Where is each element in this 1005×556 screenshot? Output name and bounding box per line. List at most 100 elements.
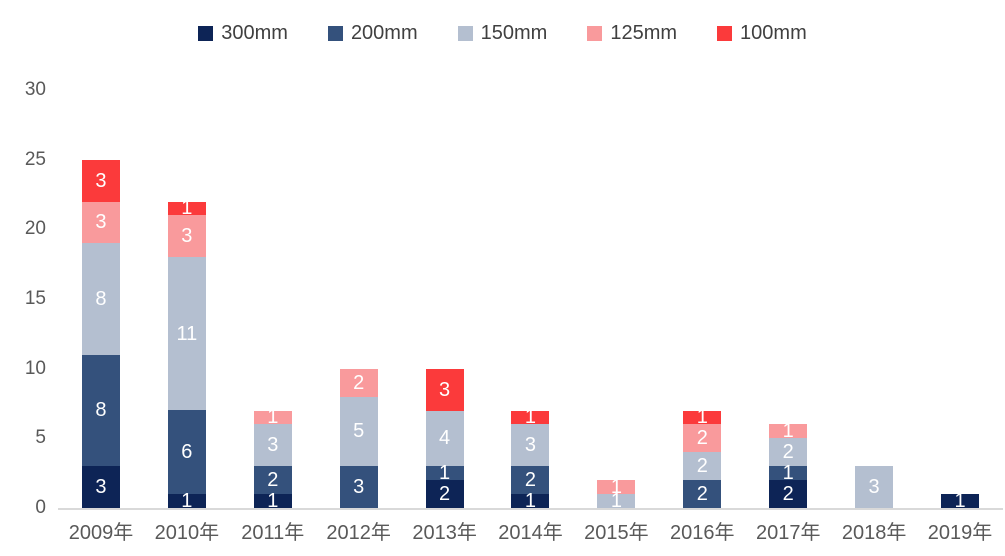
x-axis-label: 2012年 [326,522,391,544]
segment-value-label: 2 [439,483,451,506]
legend-item-200mm: 200mm [327,22,418,45]
legend-label: 125mm [610,22,678,44]
bar-segment-300mm: 2 [769,480,808,508]
legend-label: 200mm [350,22,418,44]
bar-segment-200mm: 2 [511,466,550,495]
y-tick-label: 20 [24,218,46,240]
bar-segment-150mm: 4 [425,410,464,467]
segment-value-label: 3 [95,476,107,499]
segment-value-label: 2 [696,483,708,506]
stacked-bar: 1 3 11 6 1 [167,198,206,513]
bar-segment-125mm: 1 [769,421,808,441]
segment-value-label: 2 [782,483,794,506]
x-axis-label: 2014年 [498,522,563,544]
segment-value-label: 2 [696,455,708,478]
bar-segment-300mm: 2 [425,480,464,508]
bar-column: 3 [831,90,917,508]
segment-value-label: 8 [95,288,107,311]
bar-segment-125mm: 1 [253,407,292,427]
bar-column: 1 3 11 6 1 [144,90,230,513]
x-axis-label: 2009年 [68,522,134,544]
segment-value-label: 1 [181,490,193,513]
legend-item-300mm: 300mm [198,22,288,45]
bar-segment-100mm: 1 [167,198,206,218]
bar-segment-100mm: 1 [511,407,550,427]
bar-segment-200mm: 1 [425,462,464,485]
legend-swatch-icon [457,26,473,41]
y-tick-label: 5 [35,427,46,449]
segment-value-label: 3 [181,225,193,248]
bar-segment-200mm: 6 [167,410,206,495]
bar-segment-200mm: 3 [339,466,378,508]
bar-segment-150mm: 3 [511,424,550,467]
segment-value-label: 3 [267,434,279,457]
bar-segment-200mm: 2 [253,466,292,495]
segment-value-label: 1 [439,462,451,485]
segment-value-label: 4 [439,427,451,450]
x-axis-label: 2015年 [584,522,649,544]
x-axis: 2009年 2010年 2011年 2012年 2013年 2014年 2015年 2016年… [58,516,1003,545]
bar-segment-150mm: 3 [253,424,292,467]
chart-legend: 300mm 200mm 150mm 125mm 100mm [0,22,1005,45]
bar-segment-125mm: 2 [339,368,378,397]
bar-segment-125mm: 1 [597,476,636,499]
bar-column: 2 5 3 [316,90,402,508]
stacked-bar: 1 [941,490,980,513]
bar-segment-300mm: 1 [253,490,292,513]
bar-column: 3 3 8 8 3 [58,90,144,508]
bar-segment-150mm: 8 [81,243,120,355]
bar-segment-100mm: 1 [683,407,722,427]
legend-label: 300mm [221,22,288,44]
bar-segment-200mm: 2 [683,480,722,508]
bar-segment-200mm: 1 [769,462,808,485]
segment-value-label: 3 [868,476,880,499]
y-tick-label: 25 [24,148,46,170]
stacked-bar: 3 [855,466,894,508]
segment-value-label: 3 [95,169,107,192]
x-axis-label: 2011年 [241,522,305,544]
legend-item-100mm: 100mm [717,22,807,45]
segment-value-label: 3 [524,434,537,457]
bar-segment-100mm: 3 [81,159,120,202]
bar-segment-200mm: 8 [81,354,120,467]
bar-segment-150mm: 1 [597,490,636,513]
bar-segment-100mm: 3 [425,368,464,411]
segment-value-label: 2 [696,427,708,450]
segment-value-label: 2 [782,441,794,464]
y-tick-label: 30 [24,79,46,100]
legend-label: 150mm [480,22,548,44]
bar-segment-150mm: 2 [683,452,722,481]
legend-swatch-icon [587,26,603,41]
segment-value-label: 1 [954,490,966,513]
stacked-bar: 2 5 3 [339,368,378,508]
legend-swatch-icon [327,26,343,41]
bar-segment-150mm: 3 [855,466,894,508]
segment-value-label: 1 [181,197,193,220]
bar-segment-150mm: 2 [769,438,808,467]
segment-value-label: 1 [267,490,279,513]
bar-column: 1 [917,90,1003,513]
segment-value-label: 11 [176,322,198,345]
bar-segment-125mm: 2 [683,424,722,453]
x-axis-label: 2017年 [755,522,821,544]
segment-value-label: 1 [610,490,622,513]
segment-value-label: 6 [181,441,193,464]
segment-value-label: 2 [267,469,279,492]
segment-value-label: 1 [782,462,794,485]
segment-value-label: 1 [267,406,279,429]
legend-item-125mm: 125mm [587,22,677,45]
bar-segment-150mm: 11 [167,257,206,411]
segment-value-label: 1 [610,476,622,499]
segment-value-label: 3 [95,211,107,234]
